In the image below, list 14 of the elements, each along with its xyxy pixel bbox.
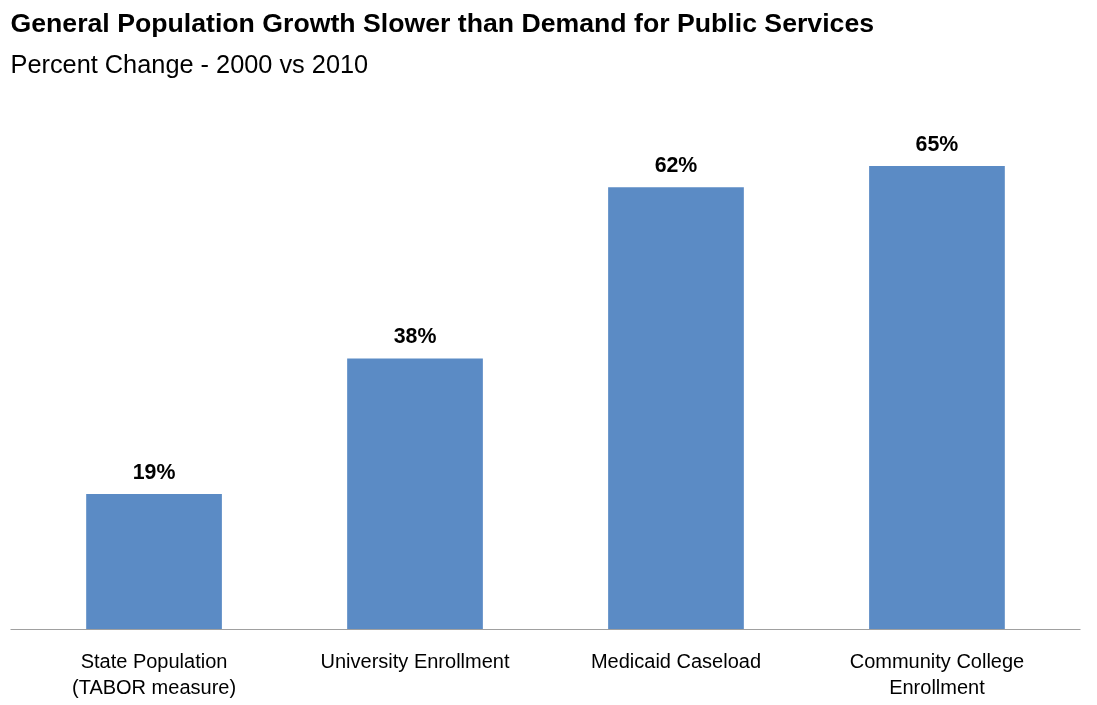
bar [347,358,483,630]
chart-title: General Population Growth Slower than Demand for Public Services [10,7,875,38]
bar [869,165,1005,630]
x-tick-label: Community College Enrollment [849,649,1025,698]
data-label: 38% [393,324,437,349]
x-tick-label: Medicaid Caseload [590,649,762,672]
x-tick-label: State Population (TABOR measure) [71,649,237,698]
chart-subtitle: Percent Change - 2000 vs 2010 [10,49,369,78]
x-tick-label: University Enrollment [320,649,510,672]
data-label: 65% [915,131,959,156]
bar [608,187,744,630]
bar [86,494,222,630]
data-label: 62% [654,153,698,178]
data-label: 19% [132,460,176,484]
